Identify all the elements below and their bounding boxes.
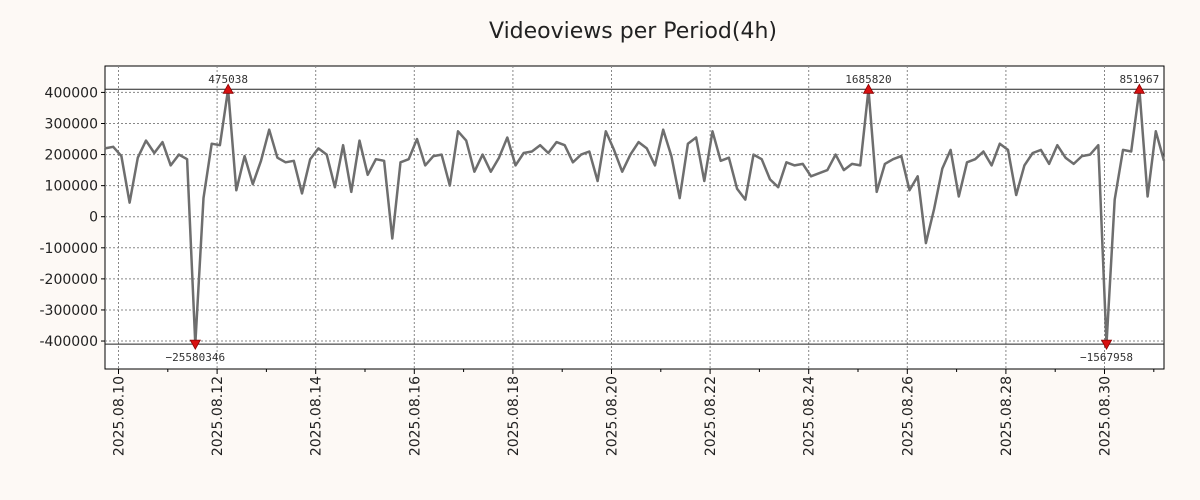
y-tick-label: -400000	[40, 334, 99, 350]
min-marker	[189, 339, 201, 350]
plot-area	[104, 65, 1165, 370]
y-tick-label: -200000	[40, 272, 99, 288]
y-tick-label: -300000	[40, 303, 99, 319]
marker-group	[189, 83, 1146, 350]
x-tick-label: 2025.08.12	[210, 376, 226, 456]
max-marker	[1133, 83, 1146, 94]
x-tick-label: 2025.08.30	[1098, 376, 1114, 456]
series-group	[104, 88, 1166, 346]
y-tick-label: 100000	[45, 179, 98, 195]
grid	[105, 66, 1164, 369]
y-tick-label: -100000	[40, 241, 99, 257]
min-annotation-label: −1567958	[1080, 351, 1133, 364]
clip-lines	[105, 88, 1164, 345]
x-tick-label: 2025.08.26	[900, 376, 916, 456]
max-annotation-label: 1685820	[845, 73, 891, 86]
min-marker	[1100, 339, 1113, 350]
y-tick-label: 300000	[45, 116, 98, 132]
x-tick-label: 2025.08.10	[112, 376, 128, 456]
y-tick-label: 200000	[45, 148, 98, 164]
x-tick-label: 2025.08.22	[703, 376, 719, 456]
y-tick-label: 0	[89, 210, 98, 226]
y-axis: 400000 300000 200000 100000 0 -100000 -200000 -…	[40, 85, 105, 350]
max-marker	[222, 83, 234, 94]
x-tick-label: 2025.08.16	[407, 376, 423, 456]
max-annotation-label: 475038	[208, 73, 248, 86]
annotation-group: 475038 1685820 851967 −25580346 −1567958	[165, 73, 1159, 364]
x-axis: 2025.08.10 2025.08.12 2025.08.14 2025.08.16…	[112, 369, 1155, 456]
max-annotation-label: 851967	[1119, 73, 1159, 86]
series-line	[104, 88, 1166, 346]
chart-title: Videoviews per Period(4h)	[489, 19, 777, 44]
min-annotation-label: −25580346	[165, 351, 225, 364]
y-tick-label: 400000	[45, 85, 98, 101]
x-tick-label: 2025.08.24	[802, 376, 818, 456]
max-marker	[862, 83, 875, 94]
x-tick-label: 2025.08.28	[999, 376, 1015, 456]
x-tick-label: 2025.08.14	[309, 376, 325, 456]
x-tick-label: 2025.08.18	[506, 376, 522, 456]
x-tick-label: 2025.08.20	[605, 376, 621, 456]
